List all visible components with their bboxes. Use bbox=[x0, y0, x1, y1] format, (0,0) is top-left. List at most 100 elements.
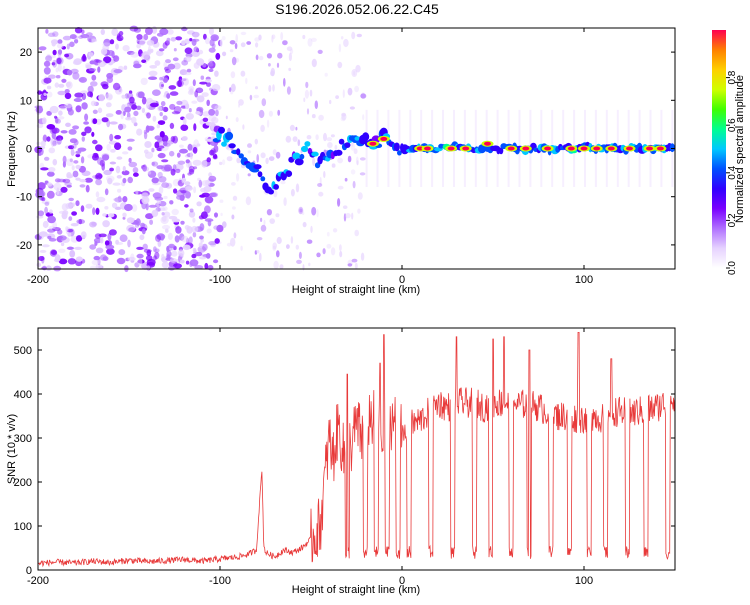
heatmap-noise-point bbox=[42, 134, 48, 143]
heatmap-stripe bbox=[376, 109, 379, 187]
heatmap-noise-point bbox=[205, 138, 214, 142]
heatmap-noise-point bbox=[167, 63, 176, 70]
heatmap-noise-point bbox=[61, 203, 69, 211]
heatmap-noise-point bbox=[216, 224, 224, 233]
heatmap-noise-point bbox=[355, 156, 359, 165]
heatmap-noise-point bbox=[96, 196, 106, 203]
heatmap-noise-point bbox=[79, 184, 86, 188]
heatmap-noise-point bbox=[229, 49, 234, 53]
heatmap-noise-point bbox=[222, 51, 227, 57]
heatmap-noise-point bbox=[95, 144, 103, 152]
heatmap-noise-point bbox=[357, 208, 361, 214]
heatmap-noise-point bbox=[173, 263, 182, 269]
heatmap-noise-point bbox=[55, 75, 61, 79]
heatmap-noise-point bbox=[276, 250, 280, 258]
heatmap-noise-point bbox=[112, 82, 121, 91]
heatmap-noise-point bbox=[89, 244, 97, 250]
heatmap-noise-point bbox=[331, 163, 336, 168]
heatmap-noise-point bbox=[198, 179, 203, 188]
heatmap-noise-point bbox=[311, 58, 317, 68]
heatmap-noise-point bbox=[286, 86, 291, 95]
heatmap-noise-point bbox=[115, 165, 121, 174]
heatmap-noise-point bbox=[102, 213, 107, 217]
heatmap-noise-point bbox=[219, 161, 223, 166]
heatmap-noise-point bbox=[234, 42, 238, 50]
heatmap-noise-point bbox=[161, 159, 169, 163]
heatmap-signal-point bbox=[250, 168, 260, 173]
heatmap-noise-point bbox=[280, 32, 284, 41]
heatmap-signal-point bbox=[285, 170, 293, 177]
heatmap-noise-point bbox=[107, 233, 112, 241]
heatmap-noise-point bbox=[360, 252, 365, 261]
heatmap-noise-point bbox=[116, 156, 123, 160]
heatmap-noise-point bbox=[66, 43, 70, 50]
heatmap-noise-point bbox=[157, 239, 162, 248]
heatmap-noise-point bbox=[95, 191, 100, 198]
heatmap-noise-point bbox=[124, 106, 132, 113]
heatmap-noise-point bbox=[179, 148, 188, 154]
snr-y-tick-label: 0 bbox=[26, 565, 32, 577]
heatmap-noise-point bbox=[95, 178, 102, 186]
heatmap-noise-point bbox=[71, 202, 75, 207]
heatmap-noise-point bbox=[214, 105, 222, 111]
heatmap-noise-point bbox=[238, 104, 240, 108]
heatmap-noise-point bbox=[66, 69, 73, 76]
heatmap-x-ticks: -200 -100 0 100 bbox=[27, 28, 593, 286]
heatmap-noise-point bbox=[360, 93, 367, 99]
heatmap-noise-point bbox=[105, 244, 115, 250]
heatmap-noise-point bbox=[56, 137, 62, 145]
heatmap-noise-point bbox=[185, 260, 190, 265]
heatmap-noise-point bbox=[137, 91, 145, 99]
heatmap-noise-point bbox=[70, 148, 75, 156]
heatmap-noise-point bbox=[57, 49, 63, 55]
heatmap-noise-point bbox=[168, 265, 176, 271]
heatmap-noise-point bbox=[48, 147, 56, 154]
heatmap-noise-point bbox=[81, 131, 87, 136]
heatmap-noise-point bbox=[101, 117, 109, 123]
heatmap-noise-point bbox=[192, 247, 197, 253]
heatmap-noise-point bbox=[354, 262, 358, 270]
heatmap-noise-point bbox=[263, 219, 266, 226]
heatmap-noise-point bbox=[343, 38, 349, 48]
heatmap-noise-point bbox=[95, 207, 100, 215]
heatmap-noise-point bbox=[309, 89, 313, 97]
heatmap-noise-point bbox=[146, 258, 156, 266]
heatmap-noise-point bbox=[43, 60, 51, 67]
heatmap-noise-point bbox=[245, 196, 252, 206]
heatmap-noise-point bbox=[168, 85, 177, 90]
heatmap-noise-point bbox=[214, 212, 218, 218]
heatmap-noise-point bbox=[230, 237, 236, 247]
heatmap-noise-point bbox=[208, 68, 214, 73]
heatmap-noise-point bbox=[46, 190, 55, 199]
heatmap-noise-point bbox=[130, 51, 139, 58]
heatmap-noise-point bbox=[175, 36, 183, 41]
heatmap-noise-point bbox=[187, 172, 192, 176]
heatmap-signal-point bbox=[253, 164, 262, 170]
heatmap-noise-point bbox=[61, 78, 67, 83]
heatmap-noise-point bbox=[327, 142, 333, 149]
heatmap-noise-point bbox=[161, 253, 165, 260]
heatmap-noise-point bbox=[254, 37, 260, 42]
heatmap-noise-point bbox=[184, 38, 190, 45]
heatmap-noise-point bbox=[68, 216, 73, 222]
heatmap-noise-point bbox=[159, 112, 163, 117]
heatmap-noise-point bbox=[74, 38, 79, 44]
heatmap-noise-point bbox=[172, 57, 179, 62]
heatmap-noise-point bbox=[143, 54, 150, 60]
heatmap-noise-point bbox=[60, 242, 65, 247]
heatmap-noise-point bbox=[203, 33, 207, 40]
heatmap-noise-point bbox=[337, 157, 343, 164]
heatmap-noise-point bbox=[163, 141, 168, 147]
heatmap-noise-point bbox=[277, 109, 281, 116]
heatmap-noise-point bbox=[255, 54, 259, 61]
heatmap-noise-point bbox=[56, 187, 60, 195]
heatmap-noise-point bbox=[115, 43, 119, 50]
heatmap-noise-point bbox=[201, 243, 208, 251]
heatmap-noise-point bbox=[266, 209, 272, 216]
heatmap-noise-point bbox=[128, 227, 136, 233]
heatmap-noise-point bbox=[288, 67, 292, 72]
heatmap-noise-point bbox=[43, 92, 47, 97]
heatmap-noise-point bbox=[339, 244, 342, 252]
heatmap-noise-point bbox=[232, 195, 238, 201]
heatmap-noise-point bbox=[199, 194, 206, 198]
